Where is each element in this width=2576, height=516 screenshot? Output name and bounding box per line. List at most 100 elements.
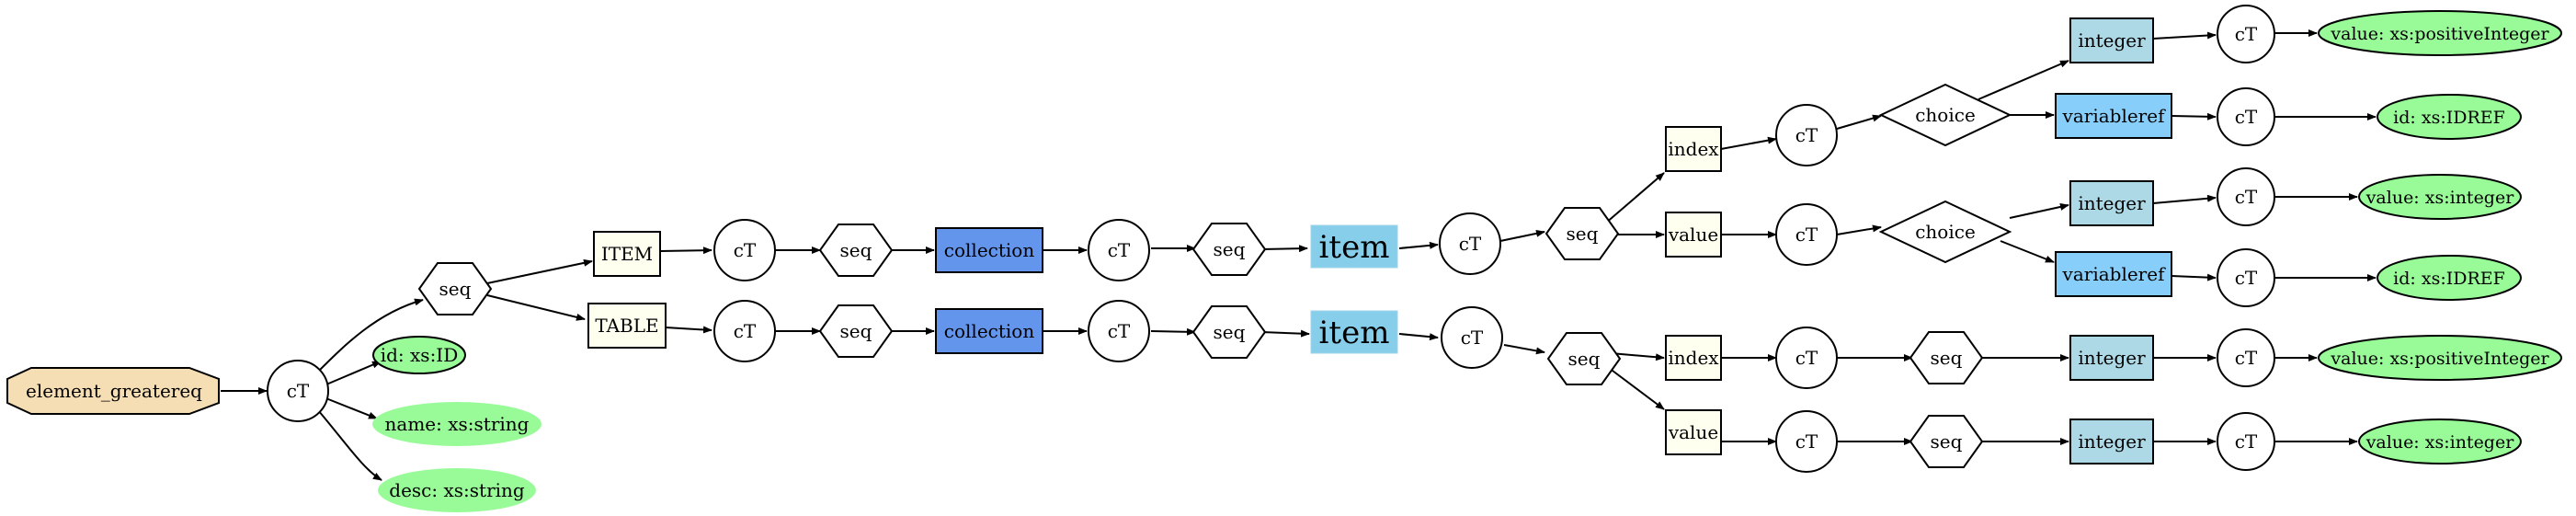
ct-node-index-b[interactable]: cT [1775,327,1838,389]
ct-label: cT [287,380,310,402]
type-label: variableref [2062,105,2167,127]
seq-node-index-b[interactable]: seq [1909,331,1984,384]
seq-hexagon [818,224,894,277]
ct-node-item-b[interactable]: cT [1441,306,1503,369]
element-node-index-a[interactable]: index [1665,126,1722,172]
type-node-integer-3[interactable]: integer [2069,335,2154,381]
choice-node-index-a[interactable]: choice [1878,83,2012,147]
ct-node-collection-table[interactable]: cT [1088,300,1150,362]
ct-node-variableref-1[interactable]: cT [2217,87,2275,146]
ct-circle [1775,104,1838,166]
seq-hexagon [1546,332,1622,385]
element-node-index-b[interactable]: index [1665,335,1722,381]
seq-node-a[interactable]: seq [1544,207,1620,260]
attribute-node-id[interactable]: id: xs:ID [372,336,466,374]
type-node-integer-1[interactable]: integer [2069,17,2154,63]
ct-node-index-a[interactable]: cT [1775,104,1838,166]
seq-node-value-b[interactable]: seq [1909,415,1984,468]
ct-label: cT [2235,347,2258,369]
ct-node-table[interactable]: cT [713,300,776,362]
type-node-integer-4[interactable]: integer [2069,419,2154,464]
type-label: integer [2078,430,2146,453]
ct-node-integer-3[interactable]: cT [2217,328,2275,387]
attribute-node-value-positive-2[interactable]: value: xs:positiveInteger [2318,335,2562,381]
choice-label: choice [1915,221,1976,243]
attribute-node-desc[interactable]: desc: xs:string [378,468,536,512]
ct-circle [267,360,329,422]
seq-label: seq [1214,238,1246,260]
seq-label: seq [1567,223,1599,245]
ct-node-collection-item[interactable]: cT [1088,219,1150,281]
ct-node-variableref-2[interactable]: cT [2217,248,2275,307]
ct-label: cT [734,320,757,342]
seq-hexagon [1544,207,1620,260]
element-node-value-a[interactable]: value [1665,212,1722,258]
collection-node-table[interactable]: collection [935,308,1043,354]
attribute-label: id: xs:IDREF [2393,269,2505,289]
seq-node-b[interactable]: seq [1546,332,1622,385]
ct-circle [2217,5,2275,63]
ct-node-integer-1[interactable]: cT [2217,5,2275,63]
attribute-label: name: xs:string [385,413,530,435]
ct-node-integer-4[interactable]: cT [2217,412,2275,471]
attribute-label: id: xs:IDREF [2393,108,2505,128]
ct-node-value-b[interactable]: cT [1775,410,1838,473]
attribute-node-idref-2[interactable]: id: xs:IDREF [2377,255,2522,301]
seq-label: seq [840,239,872,261]
attribute-ellipse [2318,10,2562,56]
seq-node-collection-table[interactable]: seq [1191,305,1267,359]
choice-node-value-a[interactable]: choice [1878,200,2012,264]
element-node-value-b[interactable]: value [1665,409,1722,455]
type-box [2069,180,2154,226]
seq-node-item[interactable]: seq [818,224,894,277]
seq-node-top[interactable]: seq [417,262,493,315]
attribute-node-value-integer-1[interactable]: value: xs:integer [2358,174,2522,220]
seq-hexagon [1909,331,1984,384]
item-node-b[interactable]: item [1310,310,1398,354]
item-node-a[interactable]: item [1310,224,1398,269]
collection-box [935,308,1043,354]
collection-label: collection [944,239,1035,261]
seq-node-collection-item[interactable]: seq [1191,223,1267,276]
ct-label: cT [2235,106,2258,128]
seq-node-table[interactable]: seq [818,304,894,358]
ct-circle [2217,328,2275,387]
attribute-node-name[interactable]: name: xs:string [372,402,541,446]
attribute-ellipse [372,402,541,446]
element-node-table[interactable]: TABLE [587,303,667,349]
attribute-node-value-positive-1[interactable]: value: xs:positiveInteger [2318,10,2562,56]
collection-node-item[interactable]: collection [935,227,1043,273]
ct-circle [1775,203,1838,266]
type-node-integer-2[interactable]: integer [2069,180,2154,226]
ct-circle [713,219,776,281]
ct-label: cT [1795,430,1818,453]
ct-circle [2217,167,2275,226]
ct-label: cT [1461,327,1484,349]
attribute-ellipse [372,336,466,374]
type-node-variableref-1[interactable]: variableref [2055,93,2172,139]
attribute-ellipse [2358,419,2522,464]
element-box [593,231,661,277]
ct-node-integer-2[interactable]: cT [2217,167,2275,226]
seq-hexagon [1909,415,1984,468]
ct-circle [2217,412,2275,471]
type-node-variableref-2[interactable]: variableref [2055,251,2172,297]
attribute-node-value-integer-2[interactable]: value: xs:integer [2358,419,2522,464]
ct-label: cT [734,239,757,261]
attribute-ellipse [2377,94,2522,140]
ct-node-root[interactable]: cT [267,360,329,422]
ct-node-value-a[interactable]: cT [1775,203,1838,266]
ct-node-item[interactable]: cT [713,219,776,281]
element-node-item-upper[interactable]: ITEM [593,231,661,277]
seq-label: seq [840,320,872,342]
root-element-node[interactable]: element_greatereq [6,367,220,415]
attribute-ellipse [378,468,536,512]
attribute-label: value: xs:integer [2365,188,2515,208]
seq-label: seq [1568,348,1601,370]
ct-node-item-a[interactable]: cT [1439,212,1501,275]
element-box [1665,335,1722,381]
element-box [587,303,667,349]
attribute-node-idref-1[interactable]: id: xs:IDREF [2377,94,2522,140]
type-box [2069,419,2154,464]
